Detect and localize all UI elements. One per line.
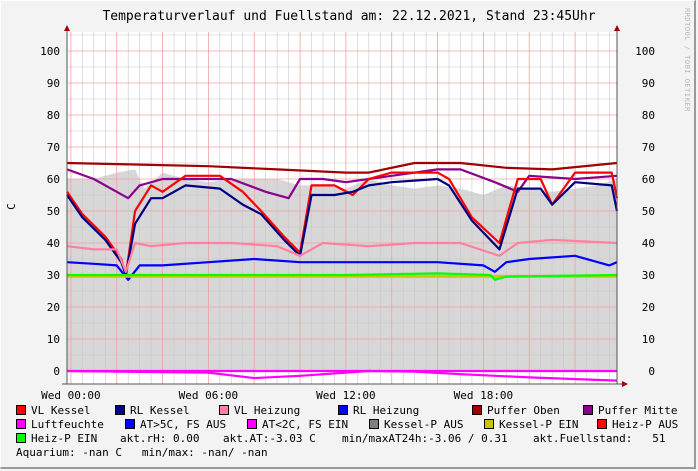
stat-minmax: min/maxAT24h:-3.06 / 0.31 [342, 432, 508, 445]
legend-label: VL Kessel [31, 404, 91, 417]
legend-item: Luftfeuchte [16, 418, 104, 431]
legend-swatch [16, 405, 26, 415]
legend-swatch [484, 419, 494, 429]
axis-arrow-icon [64, 25, 70, 31]
y-tick-label-left: 0 [53, 365, 60, 378]
y-tick-label-right: 100 [635, 45, 655, 58]
y-tick-label-right: 90 [642, 77, 655, 90]
stat-fuellstand: akt.Fuellstand: 51 [533, 432, 666, 445]
legend-label: Kessel-P AUS [384, 418, 464, 431]
axis-arrow-icon [614, 25, 620, 31]
legend-item: RL Heizung [338, 404, 419, 417]
series-line-rl-kessel [66, 177, 619, 277]
y-tick-label-left: 70 [47, 141, 60, 154]
legend-swatch [219, 405, 229, 415]
y-tick-label-left: 40 [47, 237, 60, 250]
y-tick-label-right: 10 [642, 333, 655, 346]
legend-swatch [583, 405, 593, 415]
legend-label: VL Heizung [234, 404, 301, 417]
legend-swatch [115, 405, 125, 415]
series-line-rl-heizung [66, 254, 618, 281]
axis-arrow-icon [622, 381, 628, 387]
legend-item: Kessel-P AUS [369, 418, 463, 431]
watermark: RRDTOOL / TOBI OETIKER [683, 8, 691, 112]
series-line-puffer-oben [66, 161, 618, 174]
stat-at: akt.AT:-3.03 C [223, 432, 316, 445]
y-tick-label-left: 90 [47, 77, 60, 90]
x-tick-label: Wed 12:00 [316, 389, 376, 402]
x-tick-label: Wed 06:00 [179, 389, 239, 402]
y-tick-label-left: 30 [47, 269, 60, 282]
y-tick-label-right: 60 [642, 173, 655, 186]
y-tick-label-left: 80 [47, 109, 60, 122]
y-tick-label-right: 0 [648, 365, 655, 378]
legend-item: Heiz-P AUS [597, 418, 678, 431]
legend-swatch [597, 419, 607, 429]
legend-swatch [16, 419, 26, 429]
y-tick-label-right: 50 [642, 205, 655, 218]
y-tick-label-right: 20 [642, 301, 655, 314]
legend-swatch [16, 433, 26, 443]
y-tick-label-left: 60 [47, 173, 60, 186]
legend-swatch [338, 405, 348, 415]
legend-item: VL Kessel [16, 404, 91, 417]
legend-label: RL Heizung [353, 404, 420, 417]
stat-aquarium: Aquarium: -nan C min/max: -nan/ -nan [16, 446, 268, 459]
legend-swatch [247, 419, 257, 429]
series-line-puffer-mitte [66, 168, 618, 200]
legend-item: VL Heizung [219, 404, 300, 417]
stat-rh: akt.rH: 0.00 [120, 432, 200, 445]
legend-swatch [369, 419, 379, 429]
legend-label: AT>5C, FS AUS [140, 418, 227, 431]
legend-label: Kessel-P EIN [499, 418, 579, 431]
x-tick-label: Wed 18:00 [454, 389, 514, 402]
legend-item: Puffer Mitte [583, 404, 677, 417]
series-line-vl-heizung [66, 238, 618, 273]
legend-label: Puffer Oben [487, 404, 560, 417]
y-tick-label-right: 40 [642, 237, 655, 250]
area-kessel-p-aus [67, 169, 617, 371]
y-tick-label-left: 100 [40, 45, 60, 58]
chart-title: Temperaturverlauf und Fuellstand am: 22.… [102, 9, 596, 24]
legend-label: Puffer Mitte [598, 404, 678, 417]
legend-item: AT>5C, FS AUS [125, 418, 226, 431]
legend-item: RL Kessel [115, 404, 190, 417]
legend-label: RL Kessel [130, 404, 190, 417]
y-tick-label-right: 80 [642, 109, 655, 122]
legend-swatch [125, 419, 135, 429]
series-line-heiz-p-ein [67, 272, 618, 281]
y-tick-label-left: 50 [47, 205, 60, 218]
legend-label: Heiz-P AUS [612, 418, 679, 431]
series-line-vl-kessel [66, 171, 619, 277]
legend-item: Puffer Oben [472, 404, 560, 417]
series-line-at [66, 369, 618, 382]
legend-label: AT<2C, FS EIN [262, 418, 349, 431]
legend-item: Kessel-P EIN [484, 418, 578, 431]
y-tick-label-right: 70 [642, 141, 655, 154]
legend-item: Heiz-P EIN [16, 432, 97, 445]
legend-swatch [472, 405, 482, 415]
y-tick-label-left: 20 [47, 301, 60, 314]
legend-label: Luftfeuchte [31, 418, 104, 431]
legend-item: AT<2C, FS EIN [247, 418, 348, 431]
legend-label: Heiz-P EIN [31, 432, 98, 445]
x-tick-label: Wed 00:00 [41, 389, 101, 402]
y-tick-label-right: 30 [642, 269, 655, 282]
y-tick-label-left: 10 [47, 333, 60, 346]
